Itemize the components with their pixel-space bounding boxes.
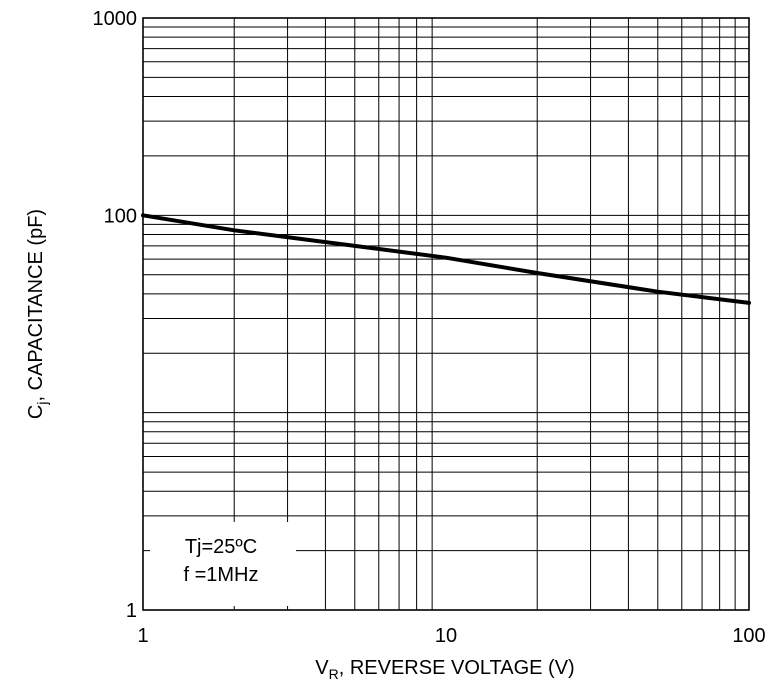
plot-frame — [142, 17, 750, 611]
x-axis-title-subscript: R — [329, 666, 339, 682]
x-tick-label: 100 — [732, 625, 765, 647]
annotation-background — [150, 522, 296, 606]
x-tick-label: 10 — [435, 625, 457, 647]
y-tick-label: 1 — [126, 600, 137, 622]
y-axis-title: Cj, CAPACITANCE (pF) — [25, 209, 50, 419]
y-tick-label: 1000 — [93, 8, 138, 30]
y-axis-title-rest: , CAPACITANCE (pF) — [25, 209, 47, 402]
capacitance-curve — [141, 213, 751, 305]
annotation-temperature: Tj=25ºC — [185, 536, 257, 558]
x-axis-title-rest: , REVERSE VOLTAGE (V) — [339, 657, 575, 679]
tick-labels: 1 10 100 1 100 1000 — [93, 8, 766, 647]
y-tick-label: 100 — [104, 205, 137, 227]
x-axis-title: VR, REVERSE VOLTAGE (V) — [315, 657, 574, 682]
x-tick-label: 1 — [137, 625, 148, 647]
y-axis-title-subscript: j — [34, 402, 50, 406]
series-layer — [141, 213, 751, 305]
y-axis-title-main: C — [25, 405, 47, 419]
x-axis-title-main: V — [315, 657, 329, 679]
annotation-frequency: f =1MHz — [183, 564, 258, 586]
grid — [143, 18, 749, 610]
